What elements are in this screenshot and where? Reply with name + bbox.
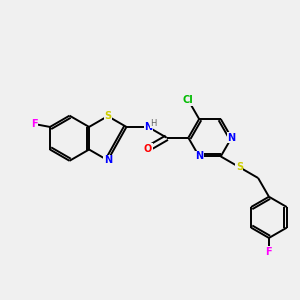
Text: H: H [150,118,156,127]
Text: N: N [104,155,112,165]
Text: S: S [236,162,243,172]
Text: S: S [104,111,111,121]
Text: Cl: Cl [183,95,194,105]
Text: F: F [266,247,272,257]
Text: N: N [227,133,236,143]
Text: N: N [144,122,152,132]
Text: N: N [195,152,203,161]
Text: O: O [144,143,152,154]
Text: F: F [31,119,38,129]
